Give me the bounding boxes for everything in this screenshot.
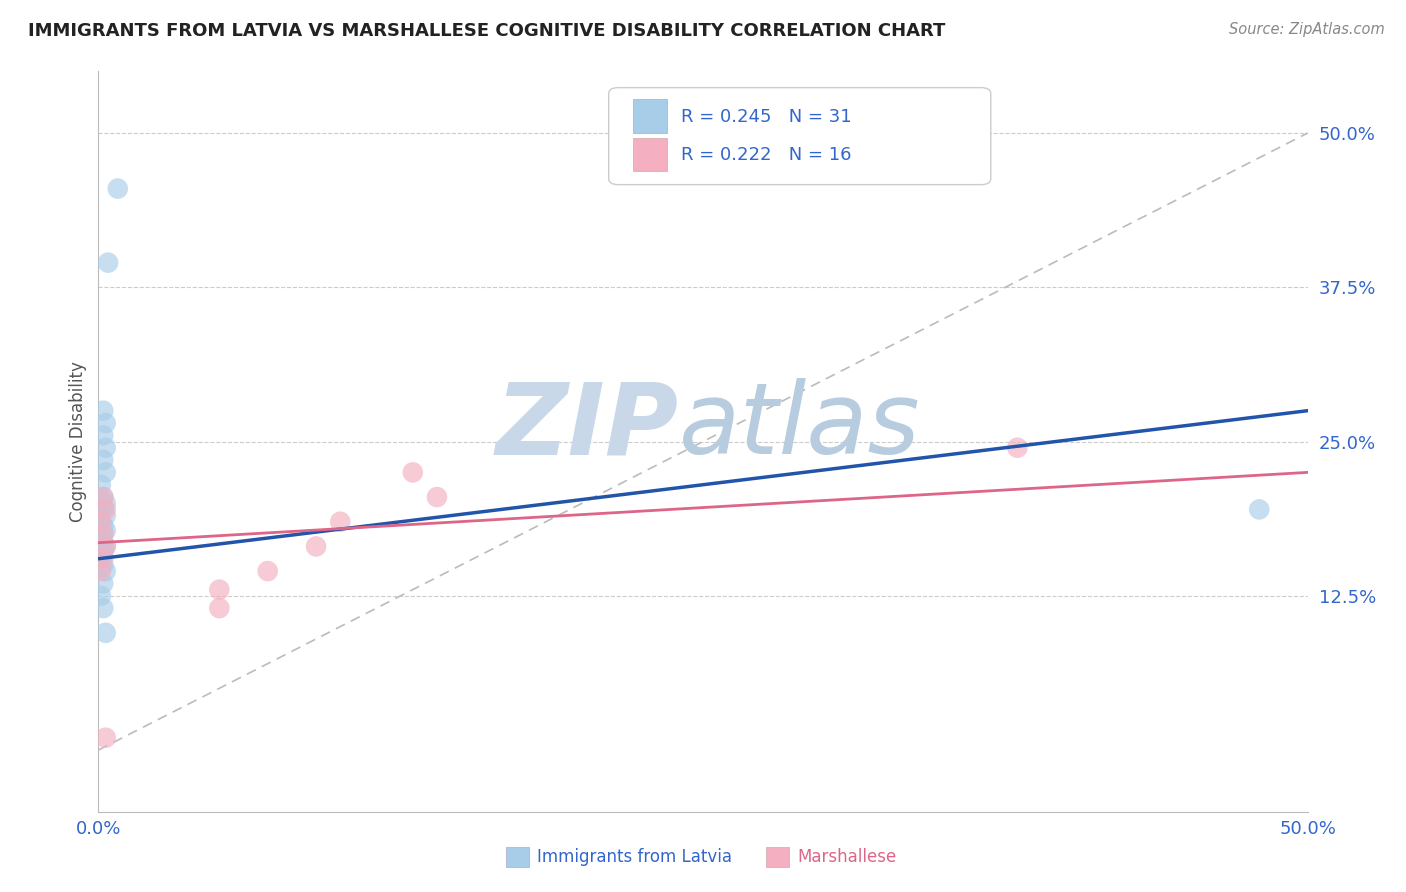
Point xyxy=(94,502,117,516)
Point xyxy=(91,428,114,442)
Point xyxy=(91,548,114,562)
Point xyxy=(1249,502,1271,516)
Point xyxy=(94,508,117,523)
Point xyxy=(107,181,129,195)
FancyBboxPatch shape xyxy=(633,100,666,133)
Point xyxy=(91,403,114,417)
Point xyxy=(208,582,231,597)
Text: Immigrants from Latvia: Immigrants from Latvia xyxy=(537,848,733,866)
Point xyxy=(305,540,328,554)
Point xyxy=(94,731,117,745)
Y-axis label: Cognitive Disability: Cognitive Disability xyxy=(69,361,87,522)
Point xyxy=(1007,441,1029,455)
Point xyxy=(94,540,117,554)
Point xyxy=(91,502,114,516)
Point xyxy=(91,490,114,504)
Point xyxy=(91,540,114,554)
Point xyxy=(90,564,112,578)
Point xyxy=(91,490,114,504)
FancyBboxPatch shape xyxy=(609,87,991,185)
Point xyxy=(329,515,352,529)
Point xyxy=(90,515,112,529)
Point xyxy=(94,564,117,578)
Point xyxy=(90,589,112,603)
Point xyxy=(91,543,114,558)
Point xyxy=(94,524,117,538)
Text: R = 0.245   N = 31: R = 0.245 N = 31 xyxy=(682,108,852,126)
Point xyxy=(426,490,449,504)
Point xyxy=(91,535,114,549)
Text: R = 0.222   N = 16: R = 0.222 N = 16 xyxy=(682,146,852,164)
Point xyxy=(94,466,117,480)
Point xyxy=(94,441,117,455)
Text: Source: ZipAtlas.com: Source: ZipAtlas.com xyxy=(1229,22,1385,37)
Point xyxy=(256,564,278,578)
Text: IMMIGRANTS FROM LATVIA VS MARSHALLESE COGNITIVE DISABILITY CORRELATION CHART: IMMIGRANTS FROM LATVIA VS MARSHALLESE CO… xyxy=(28,22,945,40)
Point xyxy=(94,416,117,430)
Text: atlas: atlas xyxy=(679,378,921,475)
Point xyxy=(91,527,114,541)
Text: ZIP: ZIP xyxy=(496,378,679,475)
Point xyxy=(91,527,114,541)
Point xyxy=(90,477,112,491)
Point xyxy=(402,466,425,480)
Text: Marshallese: Marshallese xyxy=(797,848,897,866)
Point xyxy=(91,576,114,591)
Point xyxy=(90,531,112,545)
Point xyxy=(94,625,117,640)
Point xyxy=(91,601,114,615)
FancyBboxPatch shape xyxy=(633,138,666,171)
Point xyxy=(90,551,112,566)
Point xyxy=(91,551,114,566)
Point xyxy=(90,515,112,529)
Point xyxy=(91,558,114,572)
Point xyxy=(91,518,114,533)
Point xyxy=(97,255,120,269)
Point xyxy=(94,496,117,510)
Point xyxy=(94,540,117,554)
Point xyxy=(208,601,231,615)
Point xyxy=(91,453,114,467)
